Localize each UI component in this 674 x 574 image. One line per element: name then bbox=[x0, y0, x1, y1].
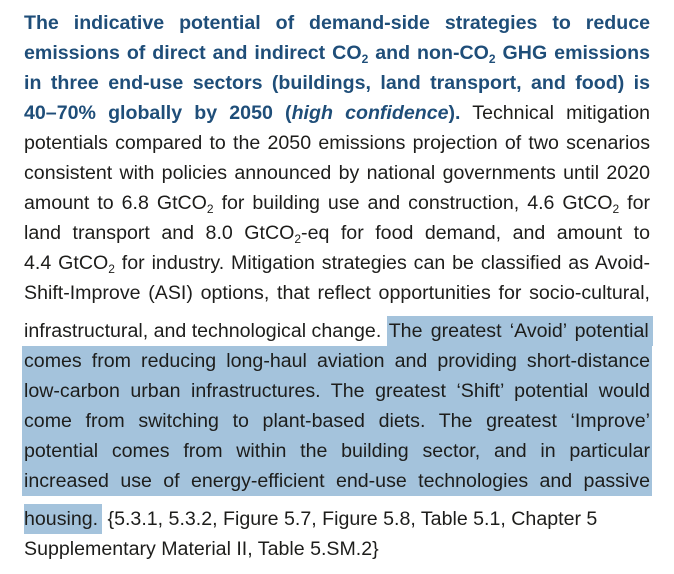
body-line-11: infrastructural, and technological chang… bbox=[24, 316, 653, 346]
highlight-line-12: comes from reducing long-haul aviation a… bbox=[22, 346, 652, 376]
body-line-7: amount to 6.8 GtCO2 for building use and… bbox=[24, 192, 651, 216]
body-line-8: land transport and 8.0 GtCO2-eq for food… bbox=[24, 222, 650, 246]
body-line-9: 4.4 GtCO2 for industry. Mitigation strat… bbox=[24, 252, 650, 276]
body-line-10: Shift-Improve (ASI) options, that reflec… bbox=[24, 282, 650, 304]
heading-line-1: The indicative potential of demand-side … bbox=[24, 12, 650, 34]
highlight-line-16: increased use of energy-efficient end-us… bbox=[22, 466, 652, 496]
heading-line-4: 40–70% globally by 2050 (high confidence… bbox=[24, 102, 650, 124]
body-line-6: consistent with policies announced by na… bbox=[24, 162, 650, 184]
highlight-line-14: come from switching to plant-based diets… bbox=[22, 406, 652, 436]
body-line-18: Supplementary Material II, Table 5.SM.2} bbox=[24, 538, 379, 560]
highlight-span-end: housing. bbox=[24, 504, 103, 534]
heading-line-2: emissions of direct and indirect CO2 and… bbox=[24, 42, 651, 66]
body-line-5: potentials compared to the 2050 emission… bbox=[24, 132, 650, 154]
highlight-line-15: potential comes from within the building… bbox=[22, 436, 652, 466]
body-line-17: housing. {5.3.1, 5.3.2, Figure 5.7, Figu… bbox=[24, 504, 650, 534]
highlight-span: The greatest ‘Avoid’ potential bbox=[386, 316, 653, 346]
highlight-line-13: low-carbon urban infrastructures. The gr… bbox=[22, 376, 652, 406]
heading-line-3: in three end-use sectors (buildings, lan… bbox=[24, 72, 650, 94]
